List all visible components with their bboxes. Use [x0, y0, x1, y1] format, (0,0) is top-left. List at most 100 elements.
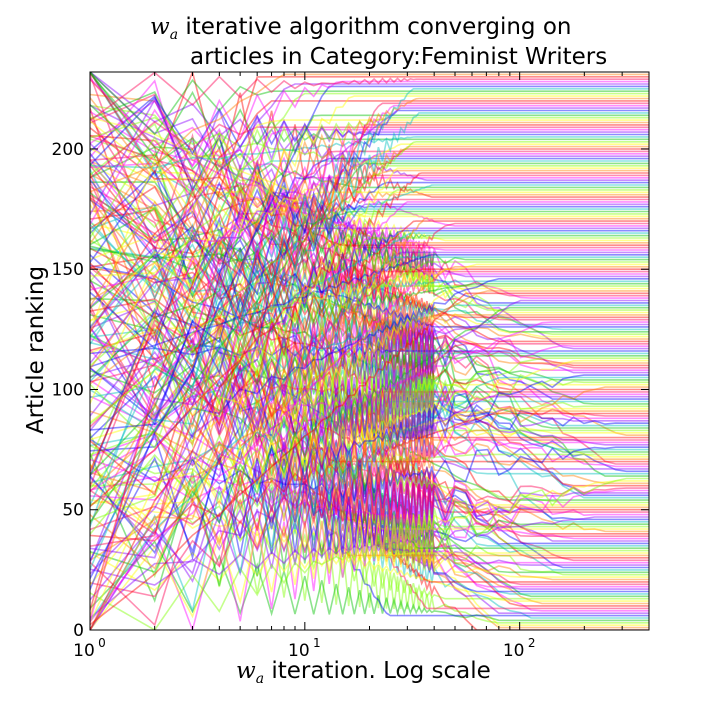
- series-line: [90, 498, 649, 578]
- series-line: [90, 332, 649, 615]
- series-line: [90, 108, 649, 511]
- series-line: [90, 179, 649, 328]
- series-line: [90, 540, 649, 622]
- series-line: [90, 209, 649, 559]
- series-line: [90, 79, 649, 420]
- series-line: [90, 433, 649, 564]
- series-line: [90, 398, 649, 525]
- series-line: [90, 73, 649, 193]
- series-line: [90, 477, 649, 630]
- series-line: [90, 189, 649, 522]
- series-line: [90, 77, 649, 179]
- series-line: [90, 181, 649, 453]
- series-line: [90, 290, 649, 493]
- series-line: [90, 116, 649, 218]
- series-line: [90, 321, 649, 501]
- series-line: [90, 331, 649, 583]
- series-line: [90, 334, 649, 485]
- series-line: [90, 72, 649, 181]
- series-line: [90, 432, 649, 619]
- title-math-var: w: [150, 14, 170, 40]
- series-line: [90, 207, 649, 429]
- series-line: [90, 245, 649, 470]
- series-line: [90, 265, 649, 561]
- series-line: [90, 314, 649, 574]
- series-line: [90, 72, 649, 159]
- series-line: [90, 255, 649, 463]
- series-line: [90, 169, 649, 497]
- series-line: [90, 306, 649, 573]
- series-line: [90, 152, 649, 400]
- series-line: [90, 97, 649, 244]
- x-tick-label-exponent: 0: [98, 636, 106, 650]
- series-line: [90, 254, 649, 368]
- series-line: [90, 195, 649, 629]
- series-line: [90, 232, 649, 399]
- series-line: [90, 357, 649, 446]
- series-line: [90, 148, 649, 472]
- series-line: [90, 222, 649, 536]
- series-line: [90, 359, 649, 533]
- series-line: [90, 203, 649, 575]
- series-line: [90, 124, 649, 630]
- series-line: [90, 98, 649, 215]
- series-group: [90, 72, 649, 630]
- series-line: [90, 150, 649, 488]
- series-line: [90, 90, 649, 333]
- x-tick-label: 10: [73, 641, 95, 661]
- series-line: [90, 263, 649, 354]
- series-line: [90, 279, 649, 381]
- x-tick-label-exponent: 2: [528, 636, 536, 650]
- series-line: [90, 227, 649, 563]
- series-line: [90, 158, 649, 372]
- series-line: [90, 407, 649, 526]
- series-line: [90, 266, 649, 369]
- series-line: [90, 387, 649, 428]
- y-tick-label: 0: [73, 621, 84, 641]
- series-line: [90, 72, 649, 523]
- series-line: [90, 151, 649, 245]
- series-line: [90, 251, 649, 475]
- series-line: [90, 430, 649, 504]
- series-line: [90, 464, 649, 581]
- series-line: [90, 243, 649, 273]
- series-line: [90, 72, 649, 198]
- series-line: [90, 167, 649, 623]
- y-tick-label: 100: [52, 380, 84, 400]
- series-line: [90, 94, 649, 304]
- series-line: [90, 173, 649, 557]
- y-tick-label: 200: [52, 140, 84, 160]
- series-line: [90, 299, 649, 630]
- xlabel-math-var: w: [236, 658, 256, 684]
- series-line: [90, 208, 649, 570]
- series-line: [90, 204, 649, 499]
- series-line: [90, 121, 649, 618]
- series-line: [90, 73, 649, 477]
- series-line: [90, 135, 649, 297]
- series-line: [90, 107, 649, 364]
- series-line: [90, 102, 649, 547]
- series-line: [90, 160, 649, 290]
- title-text-2: articles in Category:Feminist Writers: [190, 44, 608, 70]
- series-line: [90, 323, 649, 432]
- series-line: [90, 273, 649, 623]
- series-line: [90, 375, 649, 441]
- series-line: [90, 153, 649, 291]
- xlabel-text: iteration. Log scale: [271, 658, 491, 684]
- series-line: [90, 145, 649, 370]
- series-line: [90, 302, 649, 458]
- series-line: [90, 321, 649, 407]
- series-line: [90, 395, 649, 619]
- series-line: [90, 483, 649, 600]
- series-line: [90, 400, 649, 484]
- series-line: [90, 109, 649, 431]
- series-line: [90, 304, 649, 586]
- series-line: [90, 72, 649, 547]
- series-line: [90, 88, 649, 527]
- series-line: [90, 201, 649, 492]
- series-line: [90, 551, 649, 592]
- series-line: [90, 326, 649, 593]
- series-line: [90, 492, 649, 601]
- series-line: [90, 83, 649, 329]
- series-line: [90, 311, 649, 475]
